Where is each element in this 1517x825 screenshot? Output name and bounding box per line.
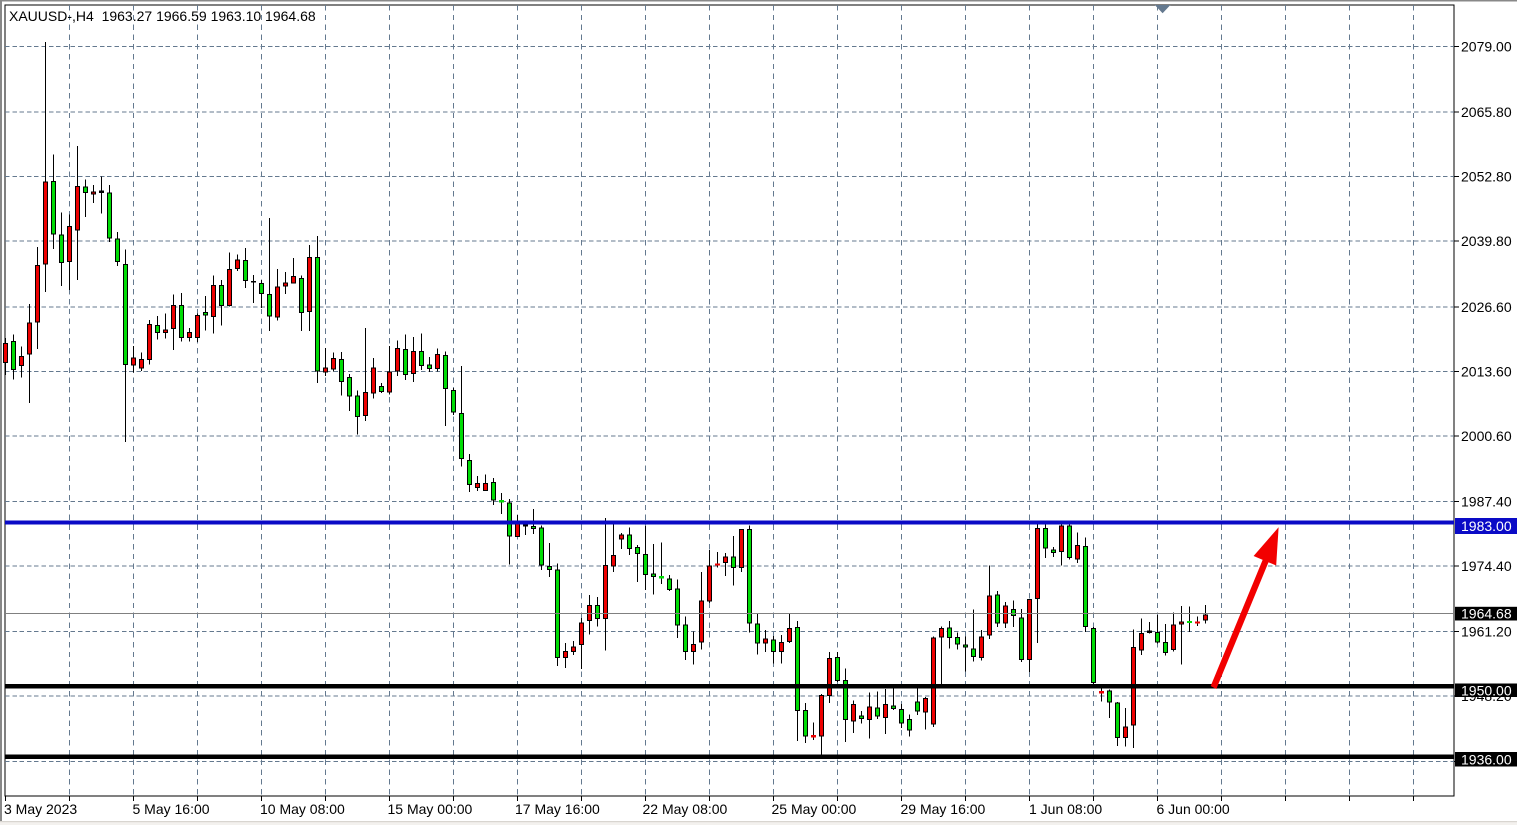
svg-text:29 May 16:00: 29 May 16:00 [901, 801, 986, 817]
svg-text:10 May 08:00: 10 May 08:00 [260, 801, 345, 817]
svg-text:2052.80: 2052.80 [1461, 169, 1512, 185]
svg-text:1987.40: 1987.40 [1461, 493, 1512, 509]
svg-text:XAUUSD-,H4 1963.27 1966.59 19: XAUUSD-,H4 1963.27 1966.59 1963.10 1964.… [9, 8, 316, 24]
svg-text:15 May 00:00: 15 May 00:00 [388, 801, 473, 817]
svg-text:3 May 2023: 3 May 2023 [4, 801, 77, 817]
svg-text:1950.00: 1950.00 [1461, 682, 1512, 698]
svg-text:6 Jun 00:00: 6 Jun 00:00 [1157, 801, 1230, 817]
svg-text:1974.40: 1974.40 [1461, 558, 1512, 574]
svg-text:17 May 16:00: 17 May 16:00 [515, 801, 600, 817]
svg-text:1936.00: 1936.00 [1461, 751, 1512, 767]
svg-text:22 May 08:00: 22 May 08:00 [643, 801, 728, 817]
svg-text:2065.80: 2065.80 [1461, 104, 1512, 120]
svg-text:1964.68: 1964.68 [1461, 606, 1512, 622]
svg-text:5 May 16:00: 5 May 16:00 [133, 801, 210, 817]
svg-text:2013.60: 2013.60 [1461, 363, 1512, 379]
svg-text:1961.20: 1961.20 [1461, 624, 1512, 640]
svg-text:2000.60: 2000.60 [1461, 428, 1512, 444]
svg-text:1 Jun 08:00: 1 Jun 08:00 [1029, 801, 1102, 817]
svg-text:1983.00: 1983.00 [1461, 518, 1512, 534]
svg-text:2079.00: 2079.00 [1461, 39, 1512, 55]
svg-text:2039.80: 2039.80 [1461, 233, 1512, 249]
svg-text:25 May 00:00: 25 May 00:00 [772, 801, 857, 817]
svg-text:2026.60: 2026.60 [1461, 299, 1512, 315]
